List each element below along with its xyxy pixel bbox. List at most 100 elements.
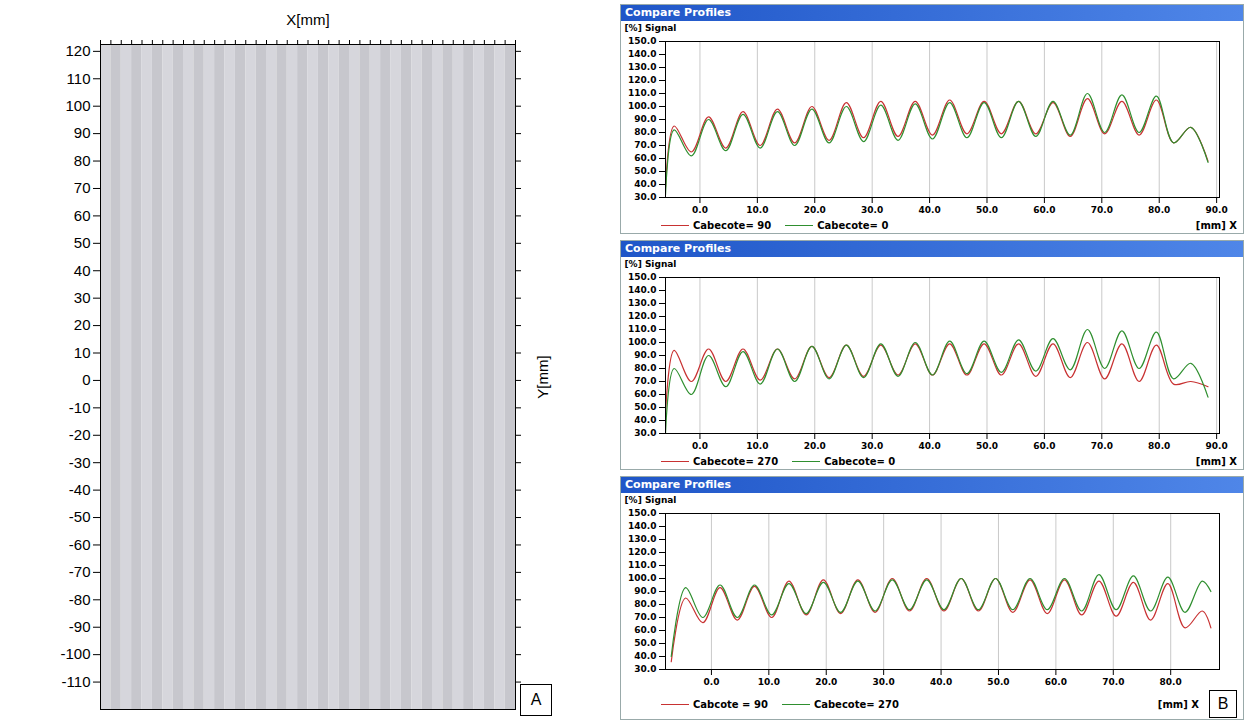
svg-text:80.0: 80.0 — [1160, 677, 1182, 687]
svg-text:0.0: 0.0 — [703, 677, 719, 687]
svg-text:40.0: 40.0 — [634, 415, 656, 425]
svg-text:-100: -100 — [60, 645, 90, 662]
svg-text:70.0: 70.0 — [634, 140, 656, 150]
svg-text:50.0: 50.0 — [634, 402, 656, 412]
svg-text:110.0: 110.0 — [628, 560, 656, 570]
svg-text:10: 10 — [74, 344, 91, 361]
svg-text:10.0: 10.0 — [758, 677, 780, 687]
svg-text:40.0: 40.0 — [634, 651, 656, 661]
svg-text:-70: -70 — [69, 563, 91, 580]
svg-text:120.0: 120.0 — [628, 547, 656, 557]
svg-text:60.0: 60.0 — [634, 153, 656, 163]
svg-text:90.0: 90.0 — [634, 350, 656, 360]
svg-text:150.0: 150.0 — [628, 272, 656, 282]
svg-text:50.0: 50.0 — [634, 638, 656, 648]
svg-text:30.0: 30.0 — [861, 205, 883, 215]
svg-text:60: 60 — [74, 207, 91, 224]
svg-text:60.0: 60.0 — [1045, 677, 1067, 687]
svg-text:100.0: 100.0 — [628, 337, 656, 347]
svg-text:80: 80 — [74, 152, 91, 169]
svg-text:-30: -30 — [69, 453, 91, 470]
svg-text:20.0: 20.0 — [804, 205, 826, 215]
svg-text:40.0: 40.0 — [634, 179, 656, 189]
svg-text:120: 120 — [65, 42, 90, 59]
svg-text:130.0: 130.0 — [628, 534, 656, 544]
svg-text:70.0: 70.0 — [634, 612, 656, 622]
svg-text:30.0: 30.0 — [873, 677, 895, 687]
svg-text:40.0: 40.0 — [930, 677, 952, 687]
svg-text:[%] Signal: [%] Signal — [625, 495, 677, 505]
svg-text:10.0: 10.0 — [746, 205, 768, 215]
svg-text:0: 0 — [82, 371, 90, 388]
svg-text:30.0: 30.0 — [634, 664, 656, 674]
svg-text:50.0: 50.0 — [987, 677, 1009, 687]
html-text:Compare Profiles: Compare Profiles — [625, 6, 732, 19]
svg-text:50.0: 50.0 — [976, 205, 998, 215]
svg-text:60.0: 60.0 — [634, 389, 656, 399]
svg-text:-50: -50 — [69, 508, 91, 525]
svg-text:50: 50 — [74, 234, 91, 251]
svg-text:90: 90 — [74, 124, 91, 141]
svg-text:[%] Signal: [%] Signal — [625, 259, 677, 269]
svg-text:70.0: 70.0 — [1091, 205, 1113, 215]
svg-text:70.0: 70.0 — [1091, 441, 1113, 451]
svg-text:130.0: 130.0 — [628, 62, 656, 72]
svg-text:150.0: 150.0 — [628, 508, 656, 518]
svg-text:80.0: 80.0 — [634, 599, 656, 609]
svg-text:30.0: 30.0 — [861, 441, 883, 451]
svg-text:80.0: 80.0 — [634, 363, 656, 373]
svg-text:90.0: 90.0 — [634, 114, 656, 124]
svg-text:-80: -80 — [69, 591, 91, 608]
svg-text:140.0: 140.0 — [628, 285, 656, 295]
svg-text:0.0: 0.0 — [692, 205, 708, 215]
svg-text:120.0: 120.0 — [628, 311, 656, 321]
svg-text:90.0: 90.0 — [1206, 205, 1228, 215]
svg-text:50.0: 50.0 — [634, 166, 656, 176]
svg-text:60.0: 60.0 — [634, 625, 656, 635]
svg-text:40: 40 — [74, 262, 91, 279]
svg-text:70: 70 — [74, 179, 91, 196]
svg-text:90.0: 90.0 — [634, 586, 656, 596]
svg-text:110.0: 110.0 — [628, 88, 656, 98]
svg-text:[%] Signal: [%] Signal — [625, 23, 677, 33]
svg-text:80.0: 80.0 — [1148, 441, 1170, 451]
svg-text:110.0: 110.0 — [628, 324, 656, 334]
svg-text:-40: -40 — [69, 481, 91, 498]
svg-text:30.0: 30.0 — [634, 192, 656, 202]
svg-text:80.0: 80.0 — [1148, 205, 1170, 215]
html-text:Compare Profiles: Compare Profiles — [625, 478, 732, 491]
svg-text:20.0: 20.0 — [804, 441, 826, 451]
svg-text:-110: -110 — [62, 673, 91, 690]
svg-text:20: 20 — [74, 316, 91, 333]
svg-text:-10: -10 — [69, 399, 91, 416]
svg-text:-20: -20 — [69, 426, 91, 443]
svg-text:-90: -90 — [69, 618, 91, 635]
html-text:Compare Profiles: Compare Profiles — [625, 242, 732, 255]
svg-text:40.0: 40.0 — [918, 205, 940, 215]
svg-text:130.0: 130.0 — [628, 298, 656, 308]
svg-text:120.0: 120.0 — [628, 75, 656, 85]
svg-text:50.0: 50.0 — [976, 441, 998, 451]
svg-text:60.0: 60.0 — [1033, 205, 1055, 215]
svg-text:40.0: 40.0 — [918, 441, 940, 451]
svg-text:110: 110 — [67, 70, 91, 87]
svg-text:-60: -60 — [69, 536, 91, 553]
svg-text:90.0: 90.0 — [1206, 441, 1228, 451]
svg-text:30.0: 30.0 — [634, 428, 656, 438]
svg-text:30: 30 — [74, 289, 91, 306]
svg-text:150.0: 150.0 — [628, 36, 656, 46]
svg-text:80.0: 80.0 — [634, 127, 656, 137]
svg-text:140.0: 140.0 — [628, 521, 656, 531]
svg-text:0.0: 0.0 — [692, 441, 708, 451]
svg-text:70.0: 70.0 — [1102, 677, 1124, 687]
svg-text:100.0: 100.0 — [628, 573, 656, 583]
svg-text:70.0: 70.0 — [634, 376, 656, 386]
svg-text:140.0: 140.0 — [628, 49, 656, 59]
svg-text:Y[mm]: Y[mm] — [534, 355, 551, 398]
svg-text:100: 100 — [65, 97, 90, 114]
svg-text:100.0: 100.0 — [628, 101, 656, 111]
svg-text:60.0: 60.0 — [1033, 441, 1055, 451]
svg-text:10.0: 10.0 — [746, 441, 768, 451]
svg-text:X[mm]: X[mm] — [286, 11, 329, 28]
svg-text:20.0: 20.0 — [815, 677, 837, 687]
